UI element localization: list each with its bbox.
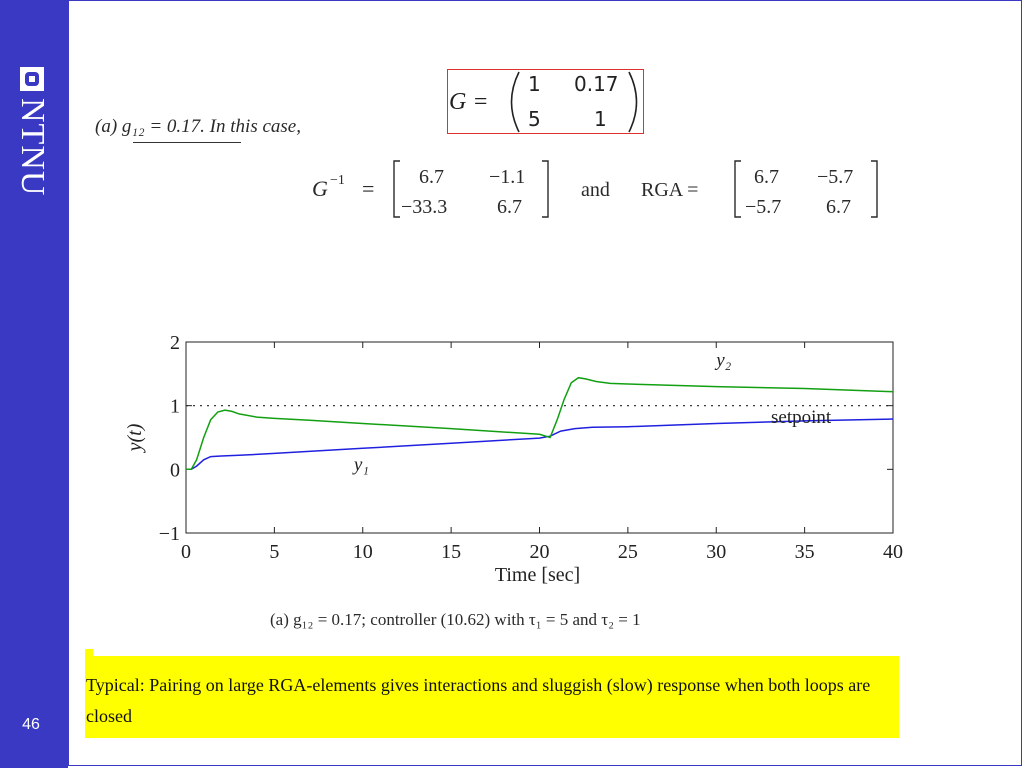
x-tick-label-0: 0 (181, 541, 191, 563)
rga-m11: 6.7 (754, 166, 779, 188)
highlight-text: Typical: Pairing on large RGA-elements g… (86, 675, 871, 726)
rga-lhs: RGA = (641, 179, 698, 201)
g-m22: 1 (594, 107, 607, 131)
ginv-sup: −1 (330, 173, 345, 188)
ginv-eq: = (362, 176, 374, 201)
ginv-lhs: G (312, 176, 328, 201)
page-number: 46 (22, 716, 40, 733)
highlight-notch (85, 649, 93, 656)
scan-heading: (a) g₁₂ = 0.17. In this case, (95, 116, 301, 143)
ginv-left-bracket (393, 160, 400, 218)
and-text: and (581, 179, 610, 201)
annotation-2: y₁ (352, 455, 369, 476)
rga-m22: 6.7 (826, 196, 851, 218)
y-tick-label-0: −1 (159, 523, 180, 545)
ginv-m21: −33.3 (401, 196, 447, 218)
boxed-equation (447, 69, 644, 134)
heading-underline (133, 142, 241, 143)
g-m21: 5 (528, 107, 541, 131)
x-tick-label-7: 35 (795, 541, 815, 563)
g-m12: 0.17 (574, 72, 619, 96)
annotation-1: setpoint (771, 407, 832, 428)
rga-m21: −5.7 (745, 196, 781, 218)
rga-m12: −5.7 (817, 166, 853, 188)
x-tick-label-8: 40 (883, 541, 903, 563)
series-y2-line (186, 376, 894, 471)
series-y1-line (186, 418, 894, 471)
ginv-m11: 6.7 (419, 166, 444, 188)
x-tick-label-1: 5 (269, 541, 279, 563)
x-axis-label: Time [sec] (495, 564, 580, 586)
left-paren (510, 71, 520, 133)
highlight-box: Typical: Pairing on large RGA-elements g… (85, 649, 899, 738)
rga-right-bracket (871, 160, 878, 218)
x-tick-label-4: 20 (530, 541, 550, 563)
y-tick-label-1: 0 (170, 459, 180, 481)
g-m11: 1 (528, 72, 541, 96)
x-tick-label-2: 10 (353, 541, 373, 563)
boxed-g-lhs: G = (449, 89, 489, 115)
ginv-m22: 6.7 (497, 196, 522, 218)
x-tick-label-5: 25 (618, 541, 638, 563)
y-axis-label: y(t) (124, 423, 146, 453)
ginv-right-bracket (542, 160, 549, 218)
figure-caption: (a) g₁₂ = 0.17; controller (10.62) with … (270, 610, 641, 629)
x-tick-label-6: 30 (706, 541, 726, 563)
ginv-m12: −1.1 (489, 166, 525, 188)
scan-heading-text: (a) g₁₂ = 0.17. In this case, (95, 116, 301, 137)
x-tick-label-3: 15 (441, 541, 461, 563)
ntnu-logo-icon (20, 67, 44, 91)
y-tick-label-3: 2 (170, 332, 180, 354)
y-tick-label-2: 1 (170, 396, 180, 418)
right-paren (628, 71, 638, 133)
annotation-0: y₂ (714, 350, 731, 371)
logo-text: NTNU (14, 98, 51, 197)
rga-left-bracket (734, 160, 741, 218)
sidebar: NTNU 46 (0, 0, 68, 768)
